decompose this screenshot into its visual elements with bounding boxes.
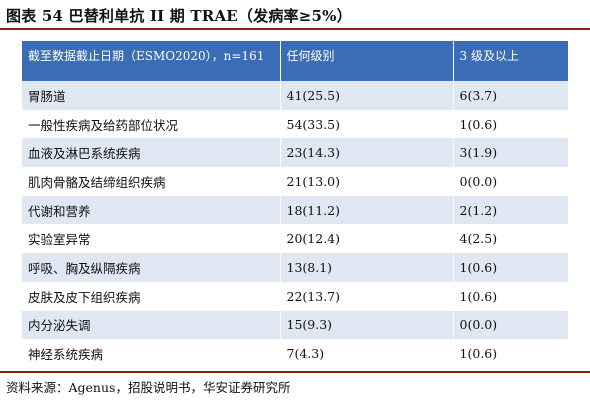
table-row: 皮肤及皮下组织疾病 22(13.7) 1(0.6) bbox=[22, 281, 568, 311]
cell-grade3-plus: 0(0.0) bbox=[453, 167, 568, 196]
cell-any-grade: 23(14.3) bbox=[280, 138, 454, 168]
header-category: 截至数据截止日期（ESMO2020），n=161 bbox=[22, 41, 281, 81]
cell-grade3-plus: 1(0.6) bbox=[453, 109, 568, 139]
header-any-grade: 任何级别 bbox=[280, 41, 454, 81]
cell-any-grade: 15(9.3) bbox=[280, 310, 454, 340]
cell-grade3-plus: 4(2.5) bbox=[453, 224, 568, 254]
cell-category: 代谢和营养 bbox=[22, 195, 281, 225]
cell-any-grade: 21(13.0) bbox=[280, 167, 454, 196]
cell-category: 呼吸、胸及纵隔疾病 bbox=[22, 253, 281, 282]
cell-any-grade: 54(33.5) bbox=[280, 109, 454, 139]
cell-grade3-plus: 2(1.2) bbox=[453, 195, 568, 225]
cell-grade3-plus: 1(0.6) bbox=[453, 339, 568, 368]
cell-category: 内分泌失调 bbox=[22, 310, 281, 340]
figure-title: 图表 54 巴替利单抗 II 期 TRAE（发病率≥5%） bbox=[6, 7, 352, 25]
source-note: 资料来源：Agenus，招股说明书，华安证券研究所 bbox=[6, 380, 291, 395]
table-row: 内分泌失调 15(9.3) 0(0.0) bbox=[22, 310, 568, 340]
top-rule bbox=[0, 28, 590, 30]
cell-category: 血液及淋巴系统疾病 bbox=[22, 138, 281, 168]
header-grade3-plus: 3 级及以上 bbox=[453, 41, 568, 81]
cell-category: 神经系统疾病 bbox=[22, 339, 281, 368]
table-row: 胃肠道 41(25.5) 6(3.7) bbox=[22, 81, 568, 110]
cell-any-grade: 7(4.3) bbox=[280, 339, 454, 368]
table-row: 肌肉骨骼及结缔组织疾病 21(13.0) 0(0.0) bbox=[22, 167, 568, 196]
bottom-rule bbox=[0, 371, 590, 373]
cell-category: 胃肠道 bbox=[22, 81, 281, 110]
cell-category: 一般性疾病及给药部位状况 bbox=[22, 109, 281, 139]
table-row: 实验室异常 20(12.4) 4(2.5) bbox=[22, 224, 568, 254]
cell-any-grade: 20(12.4) bbox=[280, 224, 454, 254]
cell-category: 实验室异常 bbox=[22, 224, 281, 254]
table-row: 代谢和营养 18(11.2) 2(1.2) bbox=[22, 195, 568, 225]
cell-any-grade: 41(25.5) bbox=[280, 81, 454, 110]
table-header-row: 截至数据截止日期（ESMO2020），n=161 任何级别 3 级及以上 bbox=[22, 41, 568, 81]
cell-grade3-plus: 0(0.0) bbox=[453, 310, 568, 340]
cell-grade3-plus: 3(1.9) bbox=[453, 138, 568, 168]
table-row: 神经系统疾病 7(4.3) 1(0.6) bbox=[22, 339, 568, 368]
table-row: 血液及淋巴系统疾病 23(14.3) 3(1.9) bbox=[22, 138, 568, 168]
cell-any-grade: 13(8.1) bbox=[280, 253, 454, 282]
cell-any-grade: 22(13.7) bbox=[280, 281, 454, 311]
cell-grade3-plus: 1(0.6) bbox=[453, 281, 568, 311]
cell-any-grade: 18(11.2) bbox=[280, 195, 454, 225]
cell-grade3-plus: 1(0.6) bbox=[453, 253, 568, 282]
table-row: 一般性疾病及给药部位状况 54(33.5) 1(0.6) bbox=[22, 109, 568, 139]
trae-table: 截至数据截止日期（ESMO2020），n=161 任何级别 3 级及以上 胃肠道… bbox=[22, 41, 568, 368]
table-row: 呼吸、胸及纵隔疾病 13(8.1) 1(0.6) bbox=[22, 253, 568, 282]
cell-category: 肌肉骨骼及结缔组织疾病 bbox=[22, 167, 281, 196]
cell-grade3-plus: 6(3.7) bbox=[453, 81, 568, 110]
cell-category: 皮肤及皮下组织疾病 bbox=[22, 281, 281, 311]
